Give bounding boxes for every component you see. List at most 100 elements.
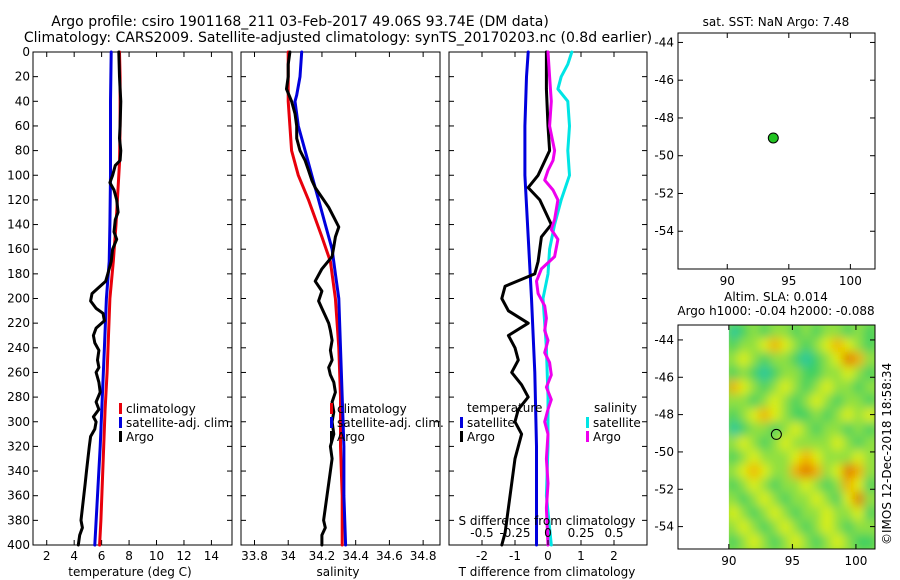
y-tick-label: 280 [7, 390, 30, 404]
heatmap-cell [748, 492, 762, 508]
heatmap-cell [790, 492, 803, 508]
heatmap-cell [800, 408, 814, 424]
x-tick-label: 34.6 [376, 549, 403, 563]
y-tick-label: -54 [654, 224, 674, 238]
secondary-tick-label: 0.25 [568, 526, 595, 540]
heatmap-cell [738, 380, 751, 396]
legend-label-s-satellite: satellite [593, 416, 641, 430]
heatmap-cell [853, 422, 866, 438]
heatmap-cell [759, 436, 772, 452]
x-tick-label: 90 [720, 274, 735, 288]
y-tick-label: 340 [7, 464, 30, 478]
series-line-1 [293, 50, 348, 547]
heatmap-cell [780, 338, 793, 354]
heatmap-cell [769, 450, 783, 466]
series-line-0 [286, 50, 344, 547]
secondary-tick-label: 0 [544, 526, 552, 540]
series-line-0 [523, 50, 538, 547]
heatmap-cell [769, 534, 783, 549]
heatmap-cell [738, 492, 751, 508]
heatmap-cell [842, 534, 856, 549]
heatmap-cell [748, 520, 762, 536]
heatmap-cell [800, 450, 814, 466]
heatmap-cell [800, 534, 814, 549]
heatmap-cell [863, 366, 875, 382]
heatmap-cell [790, 436, 803, 452]
heatmap-cell [842, 464, 856, 480]
heatmap-cell [853, 520, 866, 536]
plot-frame [677, 324, 876, 550]
heatmap-cell [748, 380, 762, 396]
heatmap-cell [748, 394, 762, 410]
difference-panel: -2 -1 0 1 2 -0.5 -0.25 0 0.25 0.5 [448, 50, 648, 563]
heatmap-cell [769, 380, 783, 396]
legend-label-satellite-adj: satellite-adj. clim. [337, 416, 444, 430]
heatmap-cell [842, 450, 856, 466]
heatmap-cell [800, 352, 814, 368]
heatmap-cell [748, 366, 762, 382]
heatmap-cell [769, 478, 783, 494]
y-tick-label: -44 [654, 333, 674, 347]
heatmap-cell [811, 520, 824, 536]
heatmap-cell [748, 408, 762, 424]
heatmap-cell [832, 534, 845, 549]
heatmap-cell [821, 408, 835, 424]
heatmap-clipped [728, 325, 875, 549]
legend-label-argo: Argo [126, 430, 154, 444]
y-tick-label: -50 [654, 149, 674, 163]
heatmap-cell [738, 478, 751, 494]
heatmap-cell [821, 534, 835, 549]
x-tick-label: -2 [476, 549, 488, 563]
heatmap-cell [863, 436, 875, 452]
heatmap-cell [780, 436, 793, 452]
heatmap-cell [790, 464, 803, 480]
heatmap-cell [738, 436, 751, 452]
heatmap-cell [769, 492, 783, 508]
sla-map-title: Altim. SLA: 0.014 [724, 290, 828, 304]
secondary-tick-label: -0.25 [499, 526, 530, 540]
heatmap-cell [842, 520, 856, 536]
heatmap-cell [842, 352, 856, 368]
heatmap-cell [863, 422, 875, 438]
x-tick-label: 100 [839, 274, 862, 288]
heatmap-cell [738, 394, 751, 410]
heatmap-cell [800, 478, 814, 494]
heatmap-cell [780, 464, 793, 480]
temperature-legend: climatology satellite-adj. clim. Argo [119, 402, 233, 444]
heatmap-cell [728, 352, 741, 368]
heatmap-cell [748, 436, 762, 452]
heatmap-cell [780, 492, 793, 508]
heatmap-cell [728, 506, 741, 522]
heatmap-cell [759, 450, 772, 466]
heatmap-cell [842, 506, 856, 522]
x-tick-label: 34.4 [342, 549, 369, 563]
heatmap-cell [738, 534, 751, 549]
y-tick-label: 400 [7, 538, 30, 552]
legend-label-climatology: climatology [126, 402, 196, 416]
heatmap-cell [863, 352, 875, 368]
heatmap-cell [790, 478, 803, 494]
heatmap-cell [811, 380, 824, 396]
y-tick-label: -46 [654, 370, 674, 384]
x-tick-label: 12 [176, 549, 191, 563]
heatmap-cell [780, 450, 793, 466]
series-line-2 [285, 50, 341, 547]
legend-title-temperature: temperature [467, 401, 542, 415]
heatmap-cell [728, 478, 741, 494]
heatmap-cell [769, 394, 783, 410]
heatmap-cell [728, 338, 741, 354]
legend-swatch-s-argo [586, 431, 589, 442]
y-tick-label: 220 [7, 316, 30, 330]
x-tick-label: 6 [98, 549, 106, 563]
heatmap-cell [759, 380, 772, 396]
salinity-panel: 33.8 34 34.2 34.4 34.6 34.8 [240, 50, 441, 563]
x-tick-label: 14 [204, 549, 219, 563]
heatmap-cell [728, 394, 741, 410]
heatmap-cell [821, 464, 835, 480]
x-tick-label: 95 [785, 554, 800, 568]
heatmap-cell [853, 478, 866, 494]
heatmap-cell [853, 506, 866, 522]
x-tick-label: 2 [610, 549, 618, 563]
heatmap-cell [832, 352, 845, 368]
heatmap-cell [769, 506, 783, 522]
